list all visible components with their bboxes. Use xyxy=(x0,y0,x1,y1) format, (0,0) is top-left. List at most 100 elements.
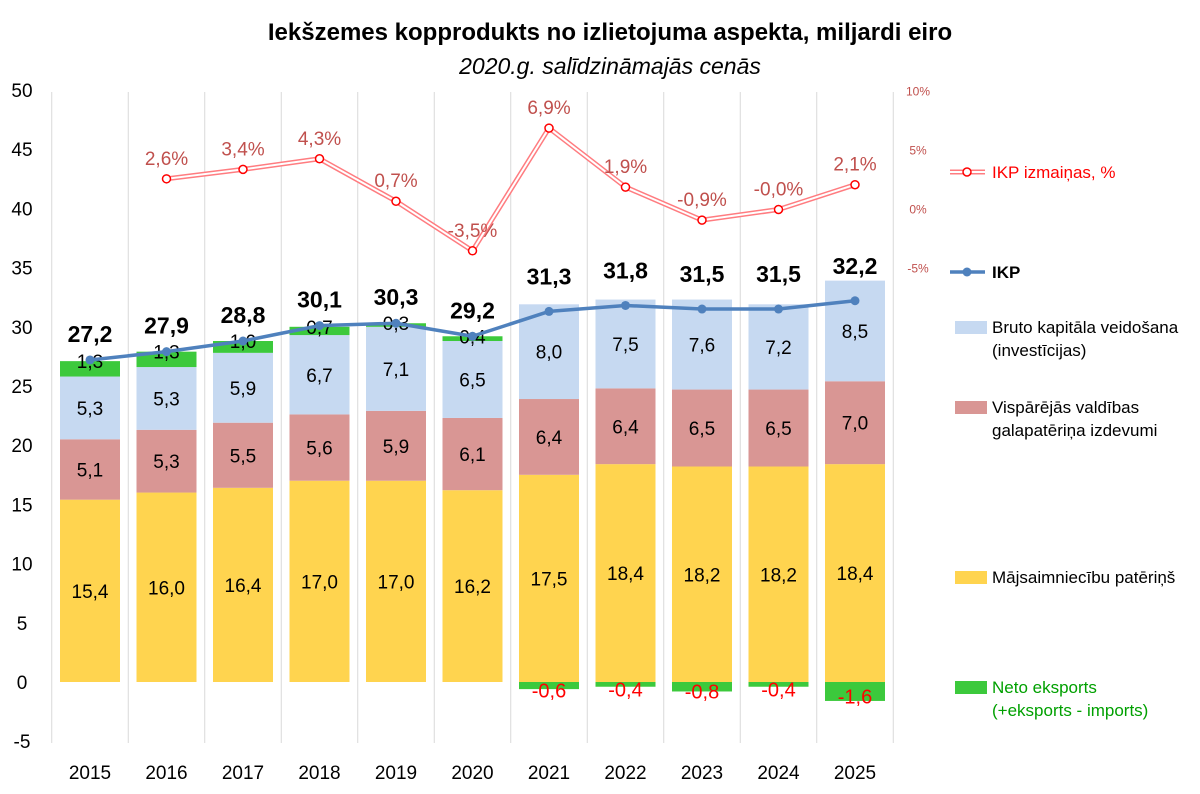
bar-segment xyxy=(442,417,503,491)
bar-value-label: 17,5 xyxy=(531,569,568,590)
bar-segment xyxy=(825,682,885,701)
bar-value-label: 16,0 xyxy=(148,578,185,599)
bar-segment xyxy=(60,499,120,682)
y-tick-label: 10 xyxy=(11,555,32,576)
y-tick-label: 25 xyxy=(11,377,32,398)
change-label: 3,4% xyxy=(221,139,264,160)
bar-value-label: -1,6 xyxy=(838,686,872,708)
x-tick-label: 2015 xyxy=(69,763,111,784)
legend-label: Mājsaimniecību patēriņš xyxy=(992,568,1175,587)
gridlines xyxy=(51,92,894,743)
bar-segment xyxy=(442,341,503,418)
bar-value-label: 6,4 xyxy=(612,417,639,438)
bar-segment xyxy=(136,492,197,682)
bar-segment xyxy=(60,439,120,500)
bar-value-label: 5,9 xyxy=(383,437,409,458)
bar-segment xyxy=(213,487,273,682)
bar-value-label: 6,7 xyxy=(306,366,332,387)
gdp-point xyxy=(468,331,477,341)
y-tick-label: 50 xyxy=(11,81,32,102)
gdp-total-label: 27,2 xyxy=(68,321,113,347)
y2-axis: -5% 0% 5% 10% xyxy=(906,85,930,276)
gdp-point xyxy=(774,304,783,314)
bar-segment xyxy=(136,367,197,430)
y-tick-label: 35 xyxy=(11,259,32,280)
legend-label: Neto eksports xyxy=(992,678,1097,697)
bar-value-label: 5,1 xyxy=(77,460,103,481)
bar-value-label: 7,1 xyxy=(383,360,409,381)
bar-value-label: -0,4 xyxy=(761,679,795,701)
bar-segment xyxy=(595,682,656,687)
change-point xyxy=(620,182,631,192)
gdp-point xyxy=(697,304,707,314)
bar-segment xyxy=(519,399,579,475)
x-tick-label: 2024 xyxy=(757,763,800,784)
x-tick-label: 2020 xyxy=(451,763,493,784)
bar-value-label: 16,2 xyxy=(454,577,491,598)
change-label: 2,1% xyxy=(833,155,876,176)
bar-segment xyxy=(748,304,809,390)
x-tick-label: 2023 xyxy=(681,763,723,784)
gdp-total-label: 31,5 xyxy=(680,261,725,287)
bar-segment xyxy=(289,326,350,336)
bar-value-label: 5,6 xyxy=(306,439,332,460)
change-label: 1,9% xyxy=(604,157,647,178)
y2-tick-label: 10% xyxy=(906,85,930,99)
bar-value-label: 17,0 xyxy=(378,572,415,593)
bar-segment xyxy=(136,429,197,493)
legend-label: galapatēriņa izdevumi xyxy=(992,421,1157,440)
bar-value-label: 5,3 xyxy=(153,452,179,473)
gdp-point xyxy=(621,300,630,310)
bar-segment xyxy=(595,388,656,465)
x-tick-label: 2016 xyxy=(145,763,187,784)
change-label: 4,3% xyxy=(298,129,341,150)
chart-subtitle: 2020.g. salīdzināmajās cenās xyxy=(458,53,761,79)
gdp-total-label: 30,1 xyxy=(297,287,342,313)
legend-label: (investīcijas) xyxy=(992,341,1086,360)
y-tick-label: 15 xyxy=(11,495,32,516)
chart-title: Iekšzemes kopprodukts no izlietojuma asp… xyxy=(268,19,952,46)
gdp-total-label: 29,2 xyxy=(450,297,495,323)
bar-segment xyxy=(672,299,732,390)
bar-value-label: 5,3 xyxy=(153,389,179,410)
x-tick-label: 2017 xyxy=(222,763,264,784)
gdp-total-label: 28,8 xyxy=(221,302,266,328)
bar-segment xyxy=(136,351,197,368)
gdp-point xyxy=(315,321,324,331)
bar-value-label: 6,5 xyxy=(459,370,485,391)
gdp-point xyxy=(238,336,248,346)
gdp-change-line: 2,6% 3,4% 4,3% 0,7% -3,5% 6,9% 1,9% -0,9% -0,0% 2… xyxy=(145,98,877,256)
bar-value-label: 5,9 xyxy=(230,379,256,400)
change-point xyxy=(467,246,478,256)
x-tick-label: 2018 xyxy=(298,763,340,784)
bar-value-label: -0,4 xyxy=(608,679,642,701)
y-tick-label: 40 xyxy=(11,199,32,220)
bar-value-label: 15,4 xyxy=(72,582,109,603)
bar-segment xyxy=(748,466,809,682)
legend-label: IKP izmaiņas, % xyxy=(992,163,1115,182)
gdp-point xyxy=(391,318,401,328)
y2-tick-label: 5% xyxy=(909,144,927,158)
bar-value-label: 18,2 xyxy=(760,565,797,586)
change-label: -3,5% xyxy=(448,221,498,242)
y-tick-label: 20 xyxy=(11,436,32,457)
legend-label: (+eksports - imports) xyxy=(992,701,1148,720)
bar-value-label: 16,4 xyxy=(225,576,262,597)
bar-segment xyxy=(442,490,503,682)
y-axis: -5 0 5 10 15 20 25 30 35 40 45 50 xyxy=(11,81,32,753)
y2-tick-label: -5% xyxy=(907,262,929,276)
bar-value-label: 18,4 xyxy=(607,564,644,585)
bar-value-label: 6,1 xyxy=(459,445,485,466)
bar-value-label: 8,0 xyxy=(536,343,562,364)
legend-swatch xyxy=(955,681,987,694)
gdp-total-label: 31,3 xyxy=(527,263,572,289)
legend-gdp-marker xyxy=(962,267,972,277)
bar-segment xyxy=(519,682,579,690)
gdp-total-label: 30,3 xyxy=(374,284,419,310)
bar-segment xyxy=(289,335,350,415)
bar-value-label: 8,5 xyxy=(842,322,868,343)
bar-value-label: 6,5 xyxy=(765,419,791,440)
y2-tick-label: 0% xyxy=(909,203,927,217)
bar-value-label: 18,2 xyxy=(684,565,721,586)
